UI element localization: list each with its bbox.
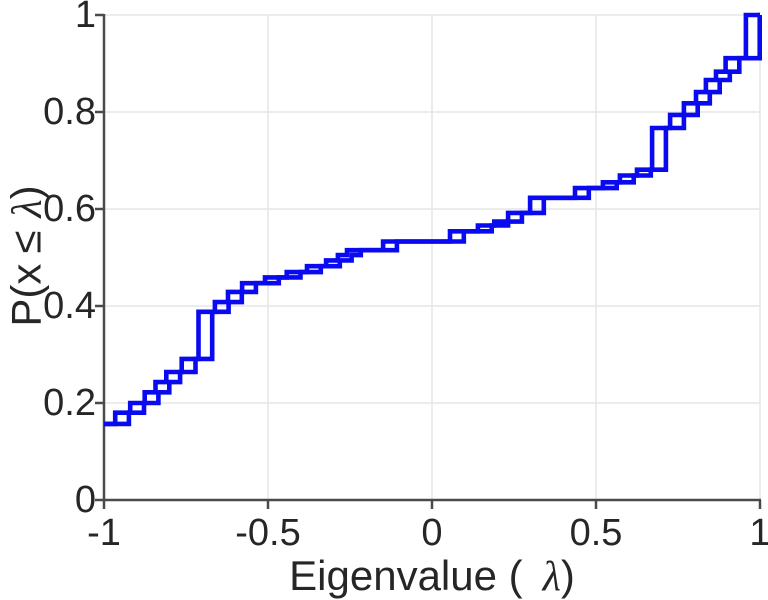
y-tick-label: 1 bbox=[74, 0, 96, 36]
y-axis-label: P(x ≤ λ) bbox=[2, 185, 51, 327]
x-tick-label: 0 bbox=[421, 512, 443, 554]
x-axis-label-text: Eigenvalue ( bbox=[289, 552, 523, 599]
y-tick-label: 0 bbox=[74, 479, 96, 521]
axes bbox=[95, 13, 762, 509]
lambda-symbol: λ bbox=[542, 554, 561, 600]
x-tick-label: 0.5 bbox=[569, 512, 623, 554]
x-tick-label: -0.5 bbox=[235, 512, 301, 554]
y-tick-label: 0.6 bbox=[43, 188, 96, 230]
y-tick-label: 0.8 bbox=[43, 91, 96, 133]
x-axis-label: Eigenvalue ( λ) bbox=[289, 552, 575, 600]
y-tick-label: 0.4 bbox=[43, 285, 96, 327]
ecdf-curves bbox=[104, 12, 762, 427]
lambda-symbol: λ bbox=[4, 199, 51, 218]
leq-symbol: ≤ bbox=[2, 230, 50, 254]
y-tick-label: 0.2 bbox=[43, 382, 96, 424]
y-axis-label-text: P(x bbox=[2, 263, 50, 327]
x-tick-label: 1 bbox=[749, 512, 768, 554]
x-tick-label: -1 bbox=[87, 512, 121, 554]
x-axis-label-close: ) bbox=[560, 552, 575, 599]
y-axis-label-close: ) bbox=[2, 185, 50, 200]
ecdf-curve-b bbox=[104, 12, 762, 427]
gridlines bbox=[104, 14, 761, 500]
